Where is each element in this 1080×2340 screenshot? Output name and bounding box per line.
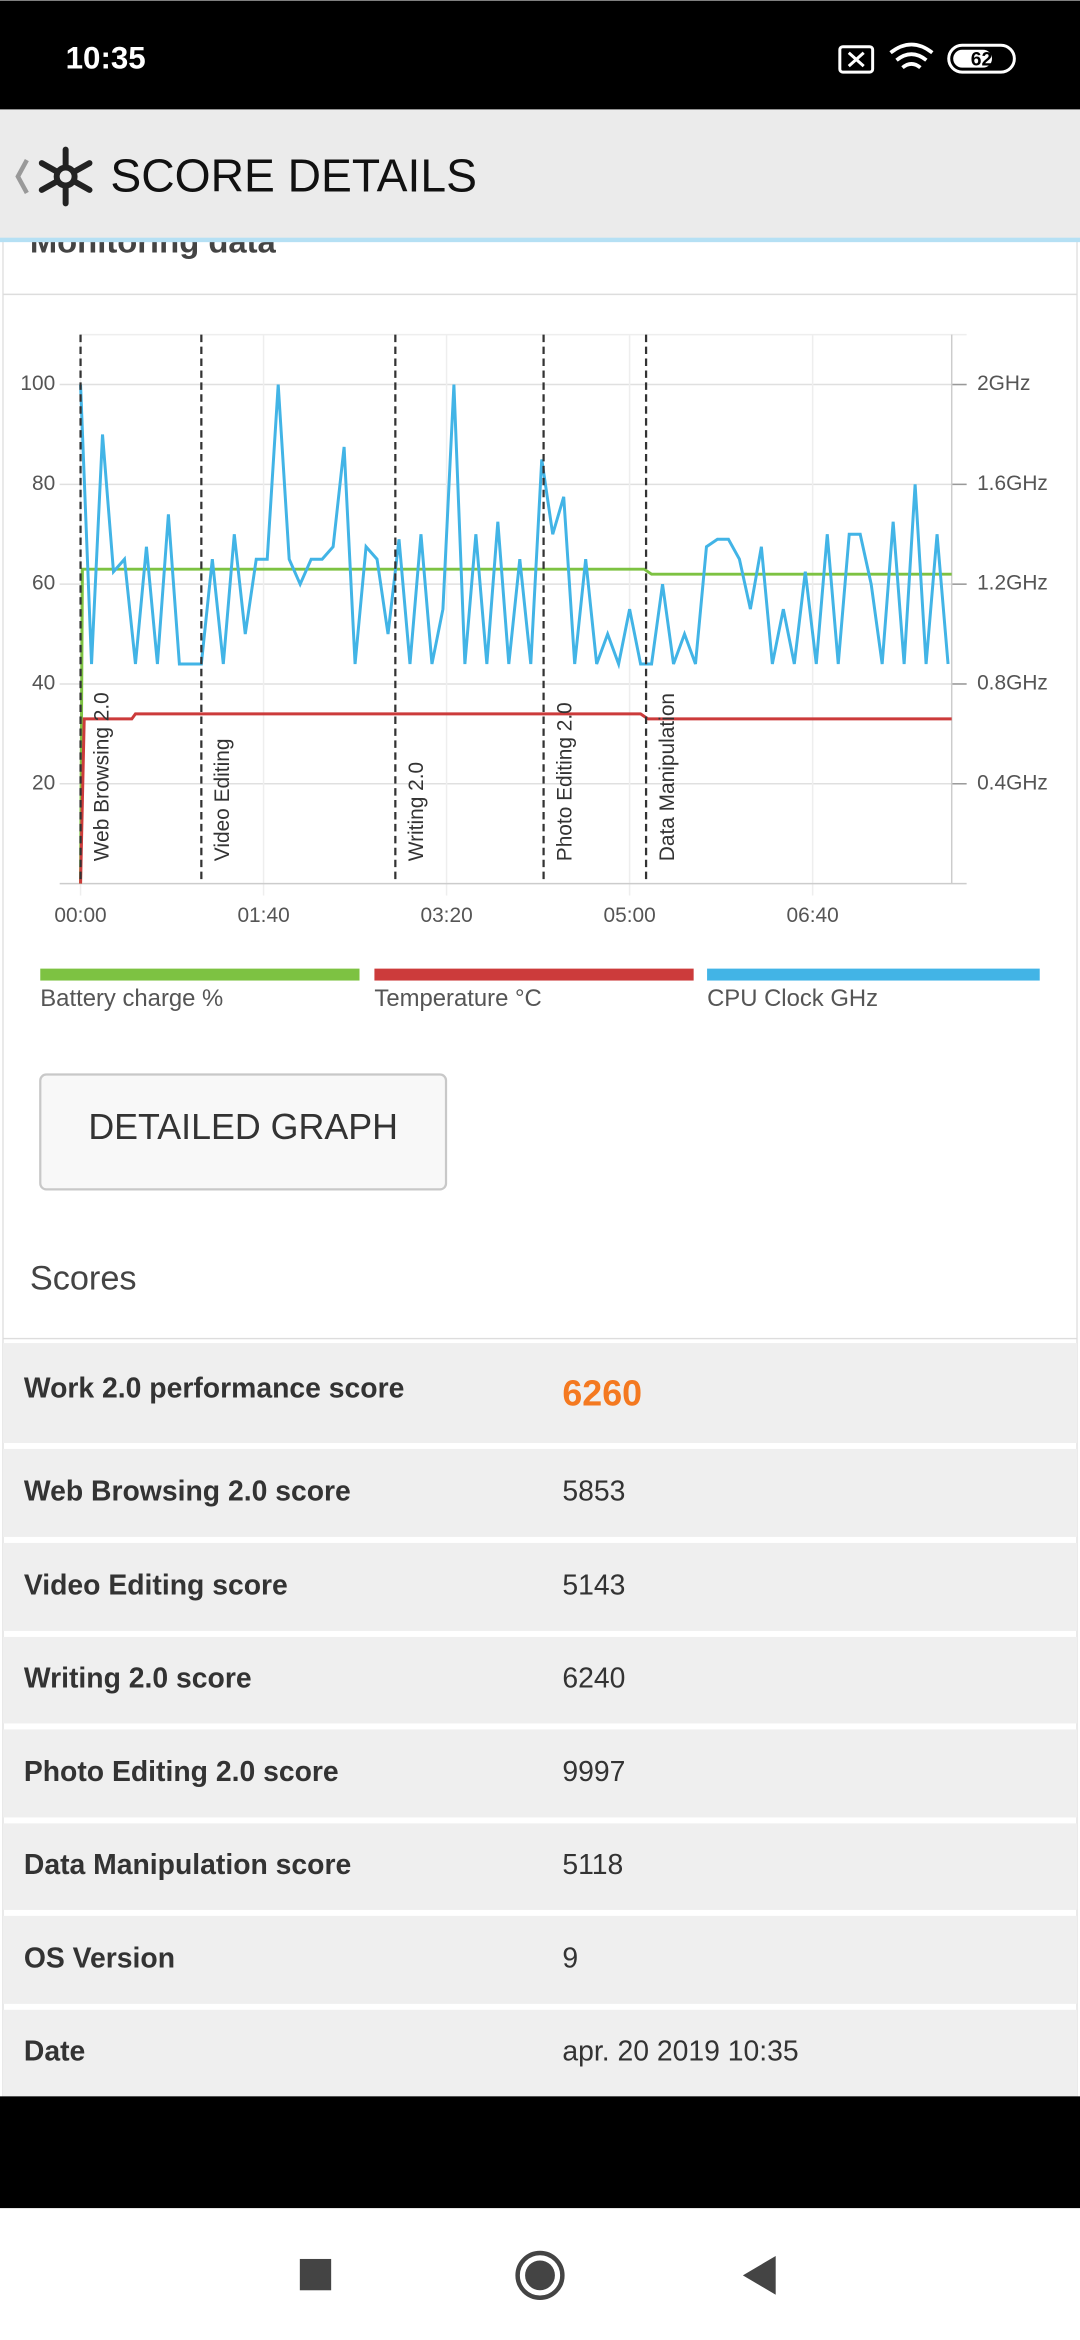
score-value: 6260 [562,1373,642,1413]
score-row [2,1823,1078,1910]
legend-swatch [707,968,1040,981]
score-value: 5143 [562,1569,625,1601]
score-label: Data Manipulation score [24,1849,351,1881]
legend-swatch [40,968,360,981]
back-chevron[interactable] [15,159,29,194]
score-row [2,1729,1078,1818]
marker-label: Photo Editing 2.0 [553,702,576,861]
app-bar-shadow [0,237,1080,243]
y-tick-label: 20 [32,771,55,794]
score-value: 6240 [562,1663,625,1695]
app-bar [0,109,1080,240]
legend-label: CPU Clock GHz [707,985,878,1012]
score-value: 5853 [562,1475,625,1507]
battery-level: 62 [971,48,993,70]
x-tick-label: 06:40 [786,904,838,927]
y2-tick-label: 0.8GHz [977,671,1048,694]
x-tick-label: 01:40 [237,904,289,927]
score-label: Video Editing score [24,1569,288,1601]
score-row [2,2009,1078,2097]
app-icon [38,146,93,207]
legend: Battery charge % Temperature °C CPU Clock … [40,968,1040,1012]
y2-tick-label: 0.4GHz [977,771,1048,794]
detailed-graph-button[interactable] [39,1073,448,1191]
battery-icon [947,43,1016,74]
x-tick-label: 05:00 [603,904,655,927]
y-tick-label: 60 [32,572,55,595]
x-tick-label: 00:00 [54,904,106,927]
legend-label: Temperature °C [374,985,541,1012]
series-line [79,567,952,884]
marker-label: Web Browsing 2.0 [90,692,113,861]
app-title: SCORE DETAILS [110,150,477,202]
score-row [2,1542,1078,1631]
y-tick-label: 40 [32,671,55,694]
series-line [79,384,950,670]
button-label[interactable]: DETAILED GRAPH [88,1107,398,1147]
score-label: Writing 2.0 score [24,1663,252,1695]
marker-label: Writing 2.0 [405,762,428,861]
legend-swatch [374,968,694,981]
marker-label: Video Editing [211,739,234,862]
y2-tick-label: 2GHz [977,372,1030,395]
y2-tick-label: 1.2GHz [977,572,1048,595]
score-label: Photo Editing 2.0 score [24,1756,339,1788]
x-tick-label: 03:20 [420,904,472,927]
score-value: 9 [562,1942,578,1974]
scores-table: Work 2.0 performance score 6260 Web Browsi… [2,1343,1078,2097]
y-tick-label: 80 [32,472,55,495]
y-tick-label: 100 [20,372,55,395]
score-label: Date [24,2036,85,2068]
scores-title: Scores [30,1259,137,1297]
legend-label: Battery charge % [40,985,223,1012]
score-value: 9997 [562,1756,625,1788]
notification-x [847,51,865,68]
score-value: apr. 20 2019 10:35 [562,2036,798,2068]
wifi-icon [889,42,934,70]
series-line [79,712,952,884]
score-label: Work 2.0 performance score [24,1373,405,1405]
clock: 10:35 [66,40,146,75]
score-label: OS Version [24,1942,175,1974]
marker-label: Data Manipulation [656,693,679,861]
black-band [0,2096,1080,2209]
score-row [2,1915,1078,2004]
home-dot [525,2260,555,2291]
battery-fill [953,49,992,68]
score-row [2,1343,1078,1443]
status-bar [0,0,1080,110]
score-row [2,1448,1078,1537]
y2-tick-label: 1.6GHz [977,472,1048,495]
chart: 20 40 60 80 100 0.4GHz 0.8GHz 1.2GHz 1.6GHz 2GHz 0… [20,333,1048,927]
score-value: 5118 [562,1849,623,1881]
home-button[interactable] [515,2250,565,2300]
score-label: Web Browsing 2.0 score [24,1475,351,1507]
recents-button[interactable] [299,2258,332,2291]
notification-icon [838,45,875,74]
back-button[interactable] [742,2255,776,2295]
score-row [2,1636,1078,1724]
